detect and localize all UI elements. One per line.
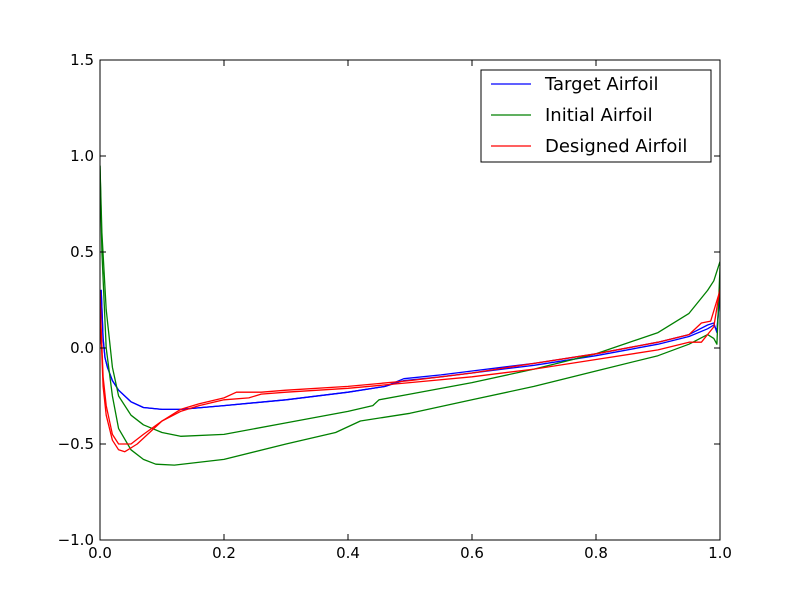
y-tick-label: 0.5 — [70, 243, 94, 261]
series-line-1-upper — [100, 165, 720, 437]
x-tick-label: 0.6 — [460, 544, 484, 562]
y-tick-label: −1.0 — [58, 531, 94, 549]
series-line-2-upper — [100, 290, 720, 445]
x-tick-label: 0.4 — [336, 544, 360, 562]
y-tick-label: −0.5 — [58, 435, 94, 453]
series-line-0-lower — [100, 289, 720, 411]
series-layer — [100, 165, 720, 466]
x-tick-label: 0.2 — [212, 544, 236, 562]
series-line-1-lower — [100, 165, 720, 466]
series-line-2-lower — [100, 288, 720, 453]
plot-frame — [99, 59, 721, 541]
legend-label-2: Designed Airfoil — [545, 136, 687, 157]
y-tick-label: 0.0 — [70, 339, 94, 357]
y-tick-label: 1.0 — [70, 147, 94, 165]
legend-label-1: Initial Airfoil — [545, 105, 653, 126]
tick-layer: 0.0 0.2 0.4 0.6 0.8 1.0 −1.0 −0.5 0.0 0.5 1.0 1.5 — [58, 51, 732, 562]
x-tick-label: 1.0 — [708, 544, 732, 562]
x-tick-label: 0.8 — [584, 544, 608, 562]
legend: Target Airfoil Initial Airfoil Designed Ai… — [480, 69, 712, 163]
x-tick-label: 0.0 — [88, 544, 112, 562]
legend-box — [480, 69, 712, 163]
y-tick-label: 1.5 — [70, 51, 94, 69]
legend-label-0: Target Airfoil — [544, 74, 658, 95]
